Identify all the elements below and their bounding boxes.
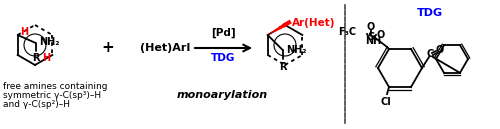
Text: free amines containing: free amines containing	[3, 82, 108, 91]
Text: (Het)ArI: (Het)ArI	[140, 43, 190, 53]
Text: S: S	[367, 32, 375, 42]
Text: monoarylation: monoarylation	[176, 90, 268, 100]
Text: R: R	[279, 62, 286, 72]
Text: H: H	[20, 27, 28, 37]
Text: R: R	[32, 53, 40, 63]
Text: Ar(Het): Ar(Het)	[292, 18, 335, 28]
Text: O: O	[367, 22, 375, 32]
Text: and γ-C(sp²)–H: and γ-C(sp²)–H	[3, 100, 70, 109]
Text: O: O	[377, 30, 385, 40]
Text: [Pd]: [Pd]	[211, 28, 236, 38]
Text: symmetric γ-C(sp³)–H: symmetric γ-C(sp³)–H	[3, 91, 101, 100]
Text: NH₂: NH₂	[38, 37, 59, 47]
Text: +: +	[102, 41, 114, 55]
Text: NH: NH	[365, 36, 381, 46]
Text: NH₂: NH₂	[286, 45, 306, 55]
Text: O: O	[436, 45, 444, 55]
Text: H: H	[42, 53, 50, 63]
Text: C: C	[426, 49, 434, 59]
Text: F₃C: F₃C	[338, 27, 356, 37]
Text: TDG: TDG	[212, 53, 236, 63]
Text: TDG: TDG	[417, 8, 443, 18]
Text: Cl: Cl	[380, 97, 392, 107]
